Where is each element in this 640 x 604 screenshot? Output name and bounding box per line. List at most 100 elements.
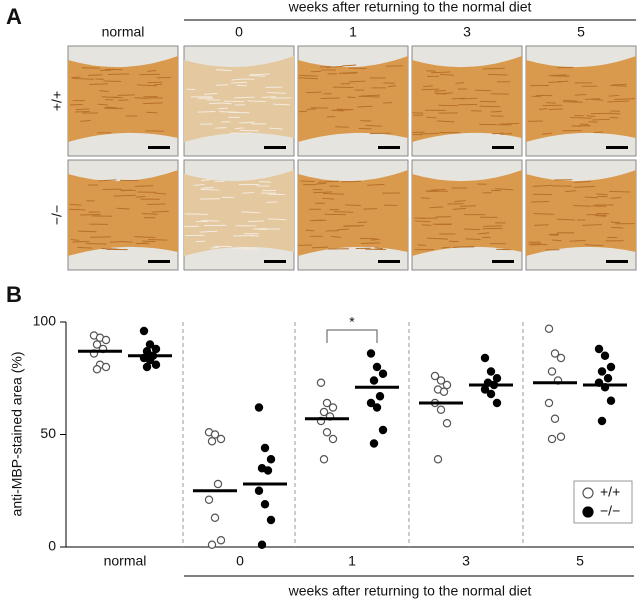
data-point xyxy=(556,353,566,363)
data-point xyxy=(366,349,376,358)
fiber xyxy=(241,211,261,214)
legend-marker xyxy=(582,506,594,518)
data-point xyxy=(436,376,446,385)
fiber xyxy=(107,106,118,109)
fiber xyxy=(548,108,564,111)
fiber xyxy=(75,108,90,111)
fiber xyxy=(574,180,591,183)
fiber xyxy=(146,111,158,114)
column-label: 1 xyxy=(349,24,357,40)
fiber xyxy=(121,189,132,192)
data-point xyxy=(207,437,217,446)
tissue xyxy=(526,56,636,142)
y-axis-label: anti-MBP-stained area (%) xyxy=(9,352,25,517)
scale-bar xyxy=(492,146,514,149)
micrographs xyxy=(67,45,637,271)
fiber xyxy=(363,208,378,210)
data-point xyxy=(430,371,440,381)
data-point xyxy=(547,367,557,376)
data-point xyxy=(606,362,616,372)
fiber xyxy=(305,229,315,232)
fiber xyxy=(337,228,350,231)
fiber xyxy=(70,238,80,241)
fiber xyxy=(69,203,82,206)
fiber xyxy=(261,96,276,98)
fiber xyxy=(483,225,503,227)
fiber xyxy=(299,74,318,77)
data-point xyxy=(442,419,452,428)
fiber xyxy=(156,76,171,79)
tissue xyxy=(68,170,178,256)
data-point xyxy=(436,405,446,414)
fiber xyxy=(387,85,397,88)
data-point xyxy=(442,380,452,390)
fiber xyxy=(230,247,244,250)
y-tick-label: 0 xyxy=(48,538,56,554)
fiber xyxy=(142,102,163,105)
fiber xyxy=(470,110,482,112)
data-point xyxy=(254,486,264,495)
data-point xyxy=(594,344,604,354)
fiber xyxy=(531,200,549,203)
fiber xyxy=(312,246,329,249)
fiber xyxy=(209,246,220,249)
column-label: 5 xyxy=(577,24,585,40)
fiber xyxy=(107,73,130,75)
fiber xyxy=(439,73,455,76)
data-point xyxy=(151,360,161,369)
fiber xyxy=(136,84,158,87)
fiber xyxy=(72,240,90,243)
fiber xyxy=(451,97,465,100)
scale-bar xyxy=(378,146,400,149)
significance-bracket xyxy=(326,329,378,343)
data-point xyxy=(480,353,490,363)
data-point xyxy=(92,340,102,349)
fiber xyxy=(365,124,382,127)
fiber xyxy=(99,90,109,92)
fiber xyxy=(610,197,621,199)
fiber xyxy=(549,74,567,77)
scale-bar xyxy=(148,146,170,149)
data-point xyxy=(372,403,382,412)
fiber xyxy=(199,230,218,233)
fiber xyxy=(80,214,101,216)
fiber xyxy=(221,121,231,123)
fiber xyxy=(370,238,380,241)
fiber xyxy=(348,80,366,83)
row-label: +/+ xyxy=(49,91,65,111)
fiber xyxy=(541,132,552,135)
data-point xyxy=(328,434,338,444)
data-point xyxy=(492,398,502,408)
fiber xyxy=(201,179,211,182)
tissue xyxy=(68,56,178,142)
fiber xyxy=(423,85,433,88)
data-point xyxy=(372,362,382,372)
fiber xyxy=(218,107,228,110)
fiber xyxy=(573,185,595,188)
fiber xyxy=(147,81,163,84)
fiber xyxy=(109,240,123,243)
fiber xyxy=(235,127,245,130)
fiber xyxy=(193,183,205,186)
fiber xyxy=(109,248,118,250)
fiber xyxy=(338,71,358,74)
fiber xyxy=(200,188,220,191)
fiber xyxy=(316,182,327,185)
fiber xyxy=(612,83,627,86)
fiber xyxy=(333,210,354,213)
fiber xyxy=(482,67,505,70)
fiber xyxy=(89,83,108,85)
data-point xyxy=(257,540,267,549)
fiber xyxy=(249,73,270,76)
data-point xyxy=(254,403,264,412)
fiber xyxy=(197,110,216,113)
fiber xyxy=(147,239,168,241)
tissue xyxy=(526,170,636,256)
fiber xyxy=(201,219,220,222)
fiber xyxy=(459,205,477,207)
fiber xyxy=(431,71,451,74)
legend-label: −/− xyxy=(600,503,620,519)
fiber xyxy=(591,205,607,207)
y-tick-label: 100 xyxy=(33,313,57,329)
scale-bar xyxy=(606,260,628,263)
